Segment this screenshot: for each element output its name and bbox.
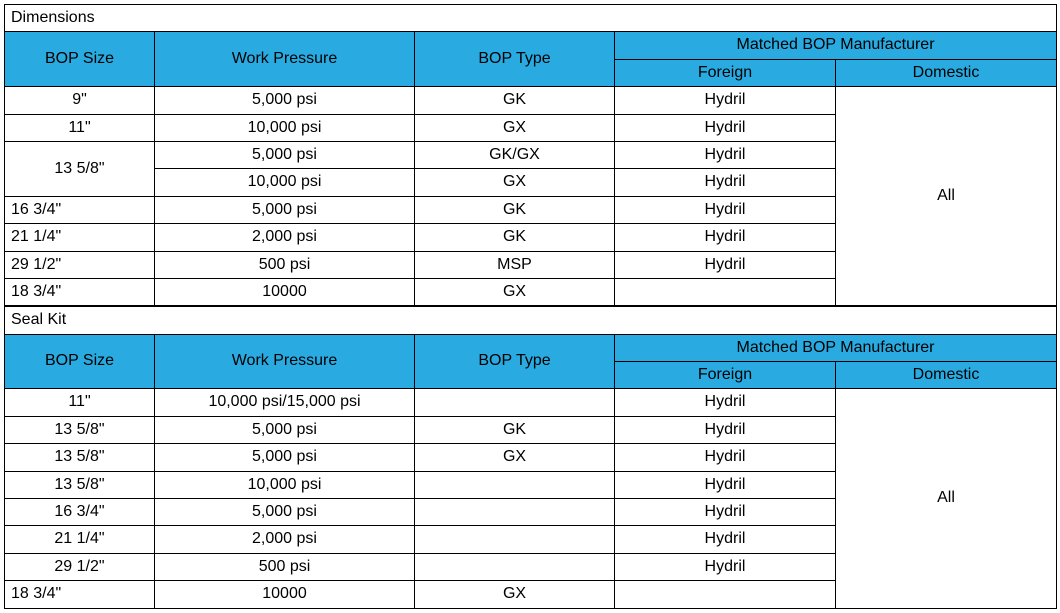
cell-work-pressure: 10000 (155, 278, 415, 305)
section-title-row: Dimensions (5, 5, 1057, 32)
table-row: 9"5,000 psiGKHydrilAll (5, 87, 1057, 114)
cell-foreign: Hydril (615, 389, 836, 416)
table-row: 11"10,000 psi/15,000 psiHydrilAll (5, 389, 1057, 416)
col-foreign: Foreign (615, 362, 836, 389)
cell-work-pressure: 10,000 psi (155, 114, 415, 141)
cell-work-pressure: 5,000 psi (155, 196, 415, 223)
cell-bop-type: GX (415, 169, 615, 196)
cell-work-pressure: 5,000 psi (155, 499, 415, 526)
col-work-pressure: Work Pressure (155, 334, 415, 389)
cell-foreign: Hydril (615, 471, 836, 498)
cell-foreign: Hydril (615, 499, 836, 526)
cell-bop-size: 29 1/2" (5, 553, 155, 580)
cell-work-pressure: 10000 (155, 581, 415, 608)
cell-foreign: Hydril (615, 416, 836, 443)
cell-foreign: Hydril (615, 114, 836, 141)
cell-work-pressure: 500 psi (155, 251, 415, 278)
col-work-pressure: Work Pressure (155, 32, 415, 87)
cell-bop-type (415, 471, 615, 498)
cell-work-pressure: 2,000 psi (155, 224, 415, 251)
cell-domestic: All (836, 389, 1057, 608)
col-matched-mfr: Matched BOP Manufacturer (615, 334, 1057, 361)
cell-bop-size: 11" (5, 389, 155, 416)
cell-foreign: Hydril (615, 169, 836, 196)
cell-bop-size: 13 5/8" (5, 444, 155, 471)
cell-bop-size: 13 5/8" (5, 471, 155, 498)
cell-bop-size: 9" (5, 87, 155, 114)
col-bop-size: BOP Size (5, 334, 155, 389)
header-row-1: BOP SizeWork PressureBOP TypeMatched BOP… (5, 334, 1057, 361)
section-title: Seal Kit (5, 307, 1057, 334)
cell-bop-size: 21 1/4" (5, 526, 155, 553)
cell-domestic: All (836, 87, 1057, 306)
cell-bop-type (415, 553, 615, 580)
cell-bop-size: 18 3/4" (5, 278, 155, 305)
page-root: DimensionsBOP SizeWork PressureBOP TypeM… (4, 4, 1056, 609)
cell-bop-type: MSP (415, 251, 615, 278)
cell-bop-size: 18 3/4" (5, 581, 155, 608)
data-table: DimensionsBOP SizeWork PressureBOP TypeM… (4, 4, 1057, 306)
cell-foreign: Hydril (615, 526, 836, 553)
cell-bop-size: 11" (5, 114, 155, 141)
data-table: Seal KitBOP SizeWork PressureBOP TypeMat… (4, 306, 1057, 608)
cell-foreign: Hydril (615, 141, 836, 168)
cell-bop-type: GX (415, 444, 615, 471)
cell-bop-size: 16 3/4" (5, 196, 155, 223)
cell-foreign: Hydril (615, 224, 836, 251)
cell-bop-size: 13 5/8" (5, 416, 155, 443)
cell-bop-size: 21 1/4" (5, 224, 155, 251)
cell-bop-type: GK (415, 224, 615, 251)
cell-bop-type (415, 526, 615, 553)
col-bop-type: BOP Type (415, 334, 615, 389)
cell-foreign: Hydril (615, 196, 836, 223)
cell-foreign: Hydril (615, 553, 836, 580)
cell-bop-size: 29 1/2" (5, 251, 155, 278)
cell-foreign (615, 278, 836, 305)
col-foreign: Foreign (615, 59, 836, 86)
cell-bop-type: GK (415, 196, 615, 223)
header-row-1: BOP SizeWork PressureBOP TypeMatched BOP… (5, 32, 1057, 59)
cell-work-pressure: 10,000 psi/15,000 psi (155, 389, 415, 416)
cell-work-pressure: 5,000 psi (155, 141, 415, 168)
cell-bop-size: 16 3/4" (5, 499, 155, 526)
cell-work-pressure: 2,000 psi (155, 526, 415, 553)
cell-bop-type: GX (415, 114, 615, 141)
cell-bop-type: GX (415, 278, 615, 305)
section-title-row: Seal Kit (5, 307, 1057, 334)
cell-work-pressure: 5,000 psi (155, 444, 415, 471)
cell-bop-type: GK (415, 87, 615, 114)
cell-work-pressure: 500 psi (155, 553, 415, 580)
cell-work-pressure: 5,000 psi (155, 416, 415, 443)
col-matched-mfr: Matched BOP Manufacturer (615, 32, 1057, 59)
col-domestic: Domestic (836, 362, 1057, 389)
col-bop-type: BOP Type (415, 32, 615, 87)
col-bop-size: BOP Size (5, 32, 155, 87)
cell-bop-type: GK/GX (415, 141, 615, 168)
cell-bop-type (415, 389, 615, 416)
cell-foreign (615, 581, 836, 608)
cell-work-pressure: 10,000 psi (155, 471, 415, 498)
cell-work-pressure: 10,000 psi (155, 169, 415, 196)
section-title: Dimensions (5, 5, 1057, 32)
col-domestic: Domestic (836, 59, 1057, 86)
cell-foreign: Hydril (615, 87, 836, 114)
cell-work-pressure: 5,000 psi (155, 87, 415, 114)
cell-bop-type: GK (415, 416, 615, 443)
cell-foreign: Hydril (615, 251, 836, 278)
cell-bop-type (415, 499, 615, 526)
cell-bop-type: GX (415, 581, 615, 608)
cell-foreign: Hydril (615, 444, 836, 471)
cell-bop-size: 13 5/8" (5, 141, 155, 196)
